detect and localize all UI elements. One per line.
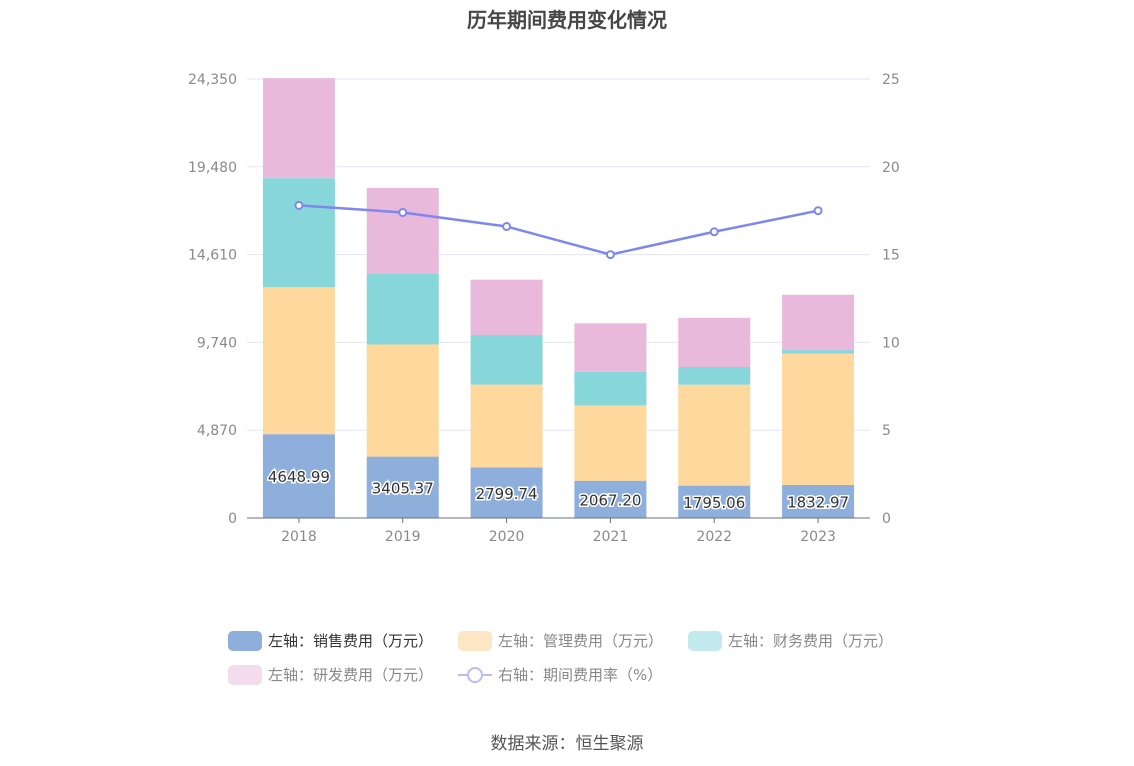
- left-axis-tick-label: 0: [228, 511, 237, 527]
- bar-data-label: 3405.37: [372, 479, 434, 497]
- expense-rate-point: [398, 207, 408, 217]
- legend-label-admin: 左轴：管理费用（万元）: [498, 632, 664, 650]
- bar-segment-sales: [262, 434, 335, 518]
- legend-swatch-admin: [458, 630, 492, 651]
- x-axis-tick-label: 2023: [800, 529, 836, 545]
- bar-data-label: 1832.97: [787, 493, 849, 511]
- right-axis-tick-label: 10: [882, 335, 900, 351]
- right-axis-tick-label: 20: [882, 160, 900, 176]
- bar-segment-admin: [574, 405, 647, 481]
- bar-segment-admin: [782, 353, 855, 485]
- bar-segment-admin: [470, 384, 543, 468]
- x-axis-tick-label: 2020: [489, 529, 525, 545]
- legend-item-finance[interactable]: 左轴：财务费用（万元）: [688, 630, 893, 651]
- x-axis-tick-label: 2019: [385, 529, 421, 545]
- bar-segment-sales: [782, 484, 855, 518]
- right-axis-tick-label: 0: [882, 511, 891, 527]
- bar-segment-admin: [262, 287, 335, 435]
- bar-segment-finance: [470, 335, 543, 385]
- legend-label-finance: 左轴：财务费用（万元）: [728, 632, 894, 650]
- expense-rate-point: [709, 227, 719, 237]
- expense-rate-point: [813, 206, 823, 216]
- x-axis-tick-label: 2018: [281, 529, 317, 545]
- bar-segment-rd: [574, 323, 647, 372]
- left-axis-tick-label: 4,870: [197, 423, 237, 439]
- x-axis-tick-label: 2021: [593, 529, 629, 545]
- bar-segment-sales: [470, 467, 543, 518]
- bar-segment-admin: [678, 384, 751, 486]
- bar-segment-finance: [782, 350, 855, 354]
- expense-rate-line: [298, 204, 819, 256]
- chart-title: 历年期间费用变化情况: [467, 8, 667, 32]
- expense-rate-point: [294, 200, 304, 210]
- legend-label-expense-rate: 右轴：期间费用率（%）: [498, 666, 663, 684]
- bar-data-label: 4648.99: [268, 468, 330, 486]
- legend-item-admin[interactable]: 左轴：管理费用（万元）: [458, 630, 663, 651]
- source-note: 数据来源：恒生聚源: [490, 734, 644, 754]
- bar-segment-finance: [574, 371, 647, 406]
- expense-rate-point: [502, 222, 512, 232]
- right-axis-tick-label: 25: [882, 72, 900, 88]
- bar-segment-rd: [678, 317, 751, 368]
- bar-segment-finance: [678, 367, 751, 385]
- legend-swatch-rd: [228, 664, 262, 685]
- bar-segment-sales: [574, 480, 647, 518]
- bar-data-label: 1795.06: [683, 494, 745, 512]
- bar-segment-sales: [678, 485, 751, 518]
- left-axis-tick-label: 9,740: [197, 335, 237, 351]
- bar-data-label: 2799.74: [476, 485, 538, 503]
- legend-label-sales: 左轴：销售费用（万元）: [268, 632, 434, 650]
- bar-segment-finance: [366, 273, 439, 345]
- expense-rate-point: [605, 250, 615, 260]
- legend-label-rd: 左轴：研发费用（万元）: [268, 666, 434, 684]
- bar-segment-sales: [366, 456, 439, 518]
- legend-item-sales[interactable]: 左轴：销售费用（万元）: [228, 630, 433, 651]
- legend-item-expense-rate[interactable]: 右轴：期间费用率（%）: [458, 664, 662, 685]
- legend-swatch-finance: [688, 630, 722, 651]
- legend-item-rd[interactable]: 左轴：研发费用（万元）: [228, 664, 433, 685]
- bar-segment-finance: [262, 178, 335, 288]
- legend-swatch-sales: [228, 630, 262, 651]
- right-axis-tick-label: 5: [882, 423, 891, 439]
- left-axis-tick-label: 19,480: [188, 160, 237, 176]
- x-axis-tick-label: 2022: [696, 529, 732, 545]
- bar-segment-rd: [366, 187, 439, 274]
- bar-segment-admin: [366, 344, 439, 457]
- bar-segment-rd: [782, 294, 855, 351]
- bar-data-label: 2067.20: [579, 491, 641, 509]
- left-axis-tick-label: 24,350: [188, 72, 237, 88]
- legend-line-marker-icon: [458, 665, 492, 685]
- left-axis-tick-label: 14,610: [188, 248, 237, 264]
- bar-segment-rd: [262, 78, 335, 179]
- bar-segment-rd: [470, 279, 543, 336]
- right-axis-tick-label: 15: [882, 248, 900, 264]
